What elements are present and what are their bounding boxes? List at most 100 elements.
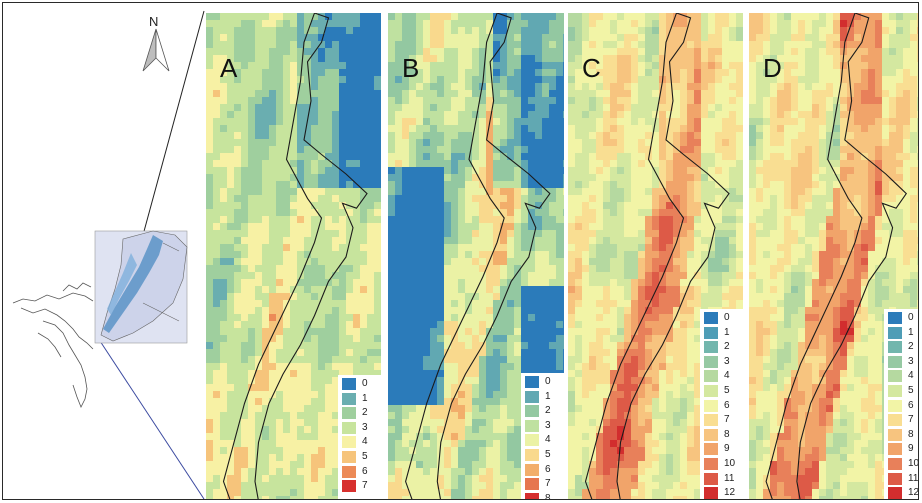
inset-region xyxy=(100,230,188,342)
legend-label: 4 xyxy=(724,370,730,382)
legend-swatch xyxy=(342,465,356,478)
legend-label: 6 xyxy=(362,465,368,477)
north-arrow-icon xyxy=(142,28,170,72)
legend-label: 7 xyxy=(362,480,368,492)
legend-label: 12 xyxy=(724,487,736,499)
legend-swatch xyxy=(888,399,902,412)
map-panel-d: D 0 1 2 3 4 5 6 7 8 9 10 11 12 xyxy=(749,13,919,499)
legend-label: 10 xyxy=(908,458,919,469)
legend-label: 0 xyxy=(362,378,368,389)
legend-label: 2 xyxy=(724,341,730,353)
legend-label: 1 xyxy=(908,326,914,338)
legend-label: 8 xyxy=(724,428,730,440)
legend-label: 0 xyxy=(545,376,551,387)
legend-swatch xyxy=(525,376,539,388)
legend-swatch xyxy=(704,472,718,485)
legend-label: 10 xyxy=(724,458,736,469)
legend-label: 6 xyxy=(908,399,914,411)
legend-label: 7 xyxy=(545,478,551,490)
legend-swatch xyxy=(888,414,902,427)
panel-letter-c: C xyxy=(582,53,601,83)
legend-label: 5 xyxy=(545,449,551,460)
legend-label: 7 xyxy=(908,414,914,426)
zoom-line-top xyxy=(142,10,205,236)
legend-swatch xyxy=(525,405,539,418)
legend-label: 9 xyxy=(724,443,730,455)
legend-swatch xyxy=(888,443,902,456)
legend-swatch xyxy=(888,428,902,441)
map-panel-a: A 0 1 2 3 4 5 6 7 xyxy=(206,13,381,499)
legend-swatch xyxy=(525,449,539,461)
legend-label: 6 xyxy=(724,399,730,411)
panel-letter-d: D xyxy=(763,53,782,83)
legend-label: 4 xyxy=(908,370,914,382)
legend-swatch xyxy=(704,355,718,368)
study-area-outline xyxy=(222,13,368,499)
legend-swatch xyxy=(888,487,902,499)
legend-b: 0 1 2 3 4 5 6 7 8 xyxy=(521,373,564,500)
legend-swatch xyxy=(704,370,718,383)
panel-letter-b: B xyxy=(402,53,420,83)
map-panel-b: B 0 1 2 3 4 5 6 7 8 xyxy=(388,13,564,500)
legend-swatch xyxy=(888,458,902,470)
legend-swatch xyxy=(704,428,718,441)
legend-swatch xyxy=(704,399,718,412)
legend-swatch xyxy=(525,492,539,499)
legend-label: 0 xyxy=(908,312,914,323)
legend-swatch xyxy=(888,312,902,324)
legend-d: 0 1 2 3 4 5 6 7 8 9 10 11 12 xyxy=(884,309,919,499)
legend-label: 4 xyxy=(545,434,551,446)
legend-label: 1 xyxy=(545,390,551,402)
legend-label: 7 xyxy=(724,414,730,426)
legend-swatch xyxy=(342,407,356,420)
legend-swatch xyxy=(704,341,718,354)
legend-label: 8 xyxy=(545,492,551,500)
legend-label: 5 xyxy=(362,451,368,462)
legend-label: 0 xyxy=(724,312,730,323)
legend-swatch xyxy=(342,436,356,449)
legend-c: 0 1 2 3 4 5 6 7 8 9 10 11 12 xyxy=(700,309,743,499)
locator-svg xyxy=(12,10,205,499)
legend-swatch xyxy=(342,451,356,463)
legend-swatch xyxy=(525,434,539,447)
legend-label: 1 xyxy=(362,392,368,404)
legend-label: 8 xyxy=(908,428,914,440)
legend-label: 3 xyxy=(908,355,914,367)
legend-swatch xyxy=(525,478,539,491)
legend-swatch xyxy=(704,487,718,499)
legend-swatch xyxy=(704,443,718,456)
legend-swatch xyxy=(888,385,902,397)
zoom-line-bottom xyxy=(99,340,205,499)
legend-swatch xyxy=(342,378,356,390)
panel-letter-a: A xyxy=(220,53,238,83)
legend-label: 9 xyxy=(908,443,914,455)
locator-map: N xyxy=(3,3,206,499)
legend-label: 3 xyxy=(724,355,730,367)
study-area-outline xyxy=(765,13,908,499)
legend-swatch xyxy=(888,326,902,339)
legend-swatch xyxy=(704,312,718,324)
legend-swatch xyxy=(888,355,902,368)
study-area-outline xyxy=(584,13,730,499)
legend-swatch xyxy=(888,370,902,383)
legend-swatch xyxy=(704,414,718,427)
legend-label: 11 xyxy=(908,472,919,484)
legend-a: 0 1 2 3 4 5 6 7 xyxy=(338,375,381,499)
legend-swatch xyxy=(704,385,718,397)
legend-label: 6 xyxy=(545,463,551,475)
study-area-outline xyxy=(405,13,551,499)
legend-label: 4 xyxy=(362,436,368,448)
legend-swatch xyxy=(888,472,902,485)
legend-label: 1 xyxy=(724,326,730,338)
legend-label: 5 xyxy=(908,385,914,396)
legend-swatch xyxy=(342,392,356,405)
legend-label: 5 xyxy=(724,385,730,396)
legend-label: 3 xyxy=(545,419,551,431)
legend-label: 11 xyxy=(724,472,735,484)
north-label: N xyxy=(149,14,159,29)
legend-swatch xyxy=(704,458,718,470)
legend-swatch xyxy=(525,390,539,403)
legend-label: 12 xyxy=(908,487,919,499)
legend-swatch xyxy=(525,463,539,476)
